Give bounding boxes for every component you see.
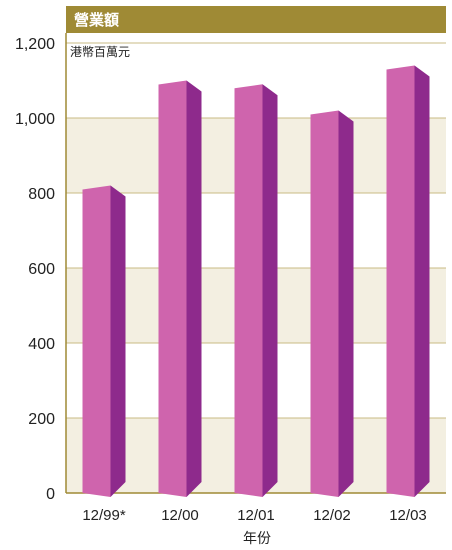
bar-front-face <box>82 185 111 497</box>
x-tick-label: 12/02 <box>313 507 351 524</box>
x-tick-label: 12/03 <box>389 507 427 524</box>
bar-front-face <box>386 65 415 497</box>
y-tick-label: 400 <box>28 336 55 353</box>
bar-side-face <box>338 110 354 497</box>
bar-side-face <box>186 80 202 497</box>
x-tick-label: 12/99* <box>82 507 126 524</box>
bar-side-face <box>262 84 278 497</box>
bar-front-face <box>310 110 339 497</box>
bar <box>310 110 354 497</box>
y-tick-label: 800 <box>28 186 55 203</box>
bars <box>82 65 430 497</box>
bar-front-face <box>234 84 263 497</box>
bar <box>158 80 202 497</box>
y-tick-labels: 0 200 400 600 800 1,000 1,200 <box>15 36 55 503</box>
x-tick-label: 12/01 <box>237 507 275 524</box>
bar <box>82 185 126 497</box>
y-tick-label: 200 <box>28 411 55 428</box>
chart-header-bar <box>66 6 446 33</box>
bar-side-face <box>414 65 430 497</box>
y-tick-label: 600 <box>28 261 55 278</box>
bar <box>234 84 278 497</box>
bar-side-face <box>110 185 126 497</box>
y-tick-label: 1,200 <box>15 36 55 53</box>
chart-title: 營業額 <box>74 11 119 29</box>
x-tick-labels: 12/99* 12/00 12/01 12/02 12/03 <box>82 507 426 524</box>
x-tick-label: 12/00 <box>161 507 199 524</box>
x-axis-label: 年份 <box>243 530 271 546</box>
unit-label: 港幣百萬元 <box>70 45 130 59</box>
y-tick-label: 1,000 <box>15 111 55 128</box>
bar <box>386 65 430 497</box>
y-tick-label: 0 <box>46 486 55 503</box>
bar-front-face <box>158 80 187 497</box>
